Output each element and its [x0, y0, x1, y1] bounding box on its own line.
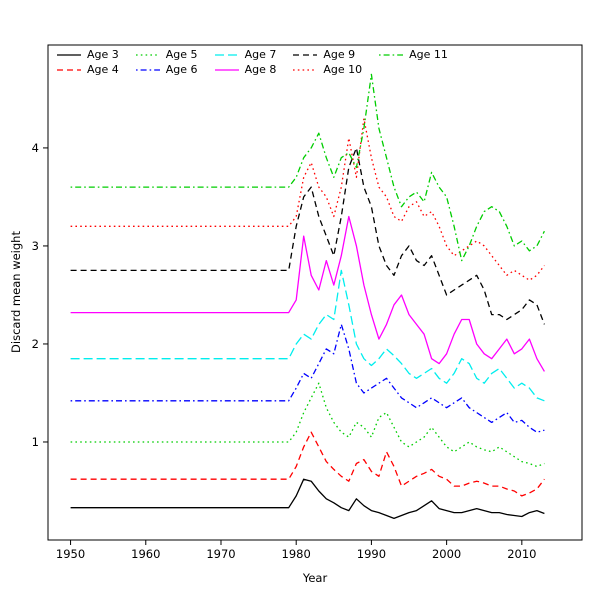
legend-line-sample: [214, 68, 239, 71]
legend-label: Age 10: [323, 63, 363, 76]
series-line-age-7: [70, 269, 545, 402]
y-tick-label: 4: [32, 141, 39, 155]
legend-label: Age 5: [165, 48, 198, 61]
series-line-age-11: [70, 73, 545, 262]
legend-item-age-5: Age 5: [135, 48, 198, 61]
y-tick-label: 1: [32, 435, 39, 449]
legend-item-age-6: Age 6: [135, 63, 198, 76]
x-tick-label: 1980: [282, 547, 311, 561]
y-tick-label: 2: [32, 337, 39, 351]
legend-line-sample: [135, 68, 160, 71]
legend-label: Age 7: [244, 48, 277, 61]
legend-item-age-3: Age 3: [56, 48, 119, 61]
series-line-age-10: [70, 117, 545, 281]
x-axis-label: Year: [302, 571, 328, 585]
legend-line-sample: [293, 68, 318, 71]
x-tick-label: 2000: [432, 547, 461, 561]
plot-box: [47, 44, 583, 541]
x-tick-label: 1990: [357, 547, 386, 561]
legend-line-sample: [214, 53, 239, 56]
series-line-age-6: [70, 323, 545, 433]
legend-line-sample: [379, 53, 404, 56]
legend-item-age-9: Age 9: [292, 48, 362, 61]
legend-label: Age 11: [409, 48, 448, 61]
x-tick-label: 1970: [206, 547, 235, 561]
legend-label: Age 3: [87, 48, 119, 61]
legend-item-age-4: Age 4: [56, 63, 119, 76]
y-axis-label: Discard mean weight: [9, 231, 23, 353]
series-line-age-8: [70, 215, 545, 372]
series-line-age-3: [70, 478, 545, 520]
legend-item-age-7: Age 7: [214, 48, 277, 61]
legend-label: Age 9: [323, 48, 356, 61]
legend-line-sample: [135, 53, 160, 56]
legend-label: Age 4: [87, 63, 119, 76]
legend-item-age-8: Age 8: [214, 63, 277, 76]
legend-item-age-10: Age 10: [292, 63, 362, 76]
x-tick-label: 2010: [507, 547, 536, 561]
y-tick-label: 3: [32, 239, 39, 253]
legend-line-sample: [57, 68, 81, 71]
x-tick-label: 1950: [56, 547, 85, 561]
x-tick-label: 1960: [131, 547, 160, 561]
legend-item-age-11: Age 11: [378, 48, 448, 61]
legend-label: Age 8: [244, 63, 277, 76]
legend-label: Age 6: [165, 63, 198, 76]
legend-line-sample: [57, 53, 81, 56]
series-line-age-4: [70, 431, 545, 497]
legend-line-sample: [293, 53, 318, 56]
legend: Age 3 Age 4 Age 5 Age 6 Age 7 Age 8 Age 9 Age 1…: [56, 47, 448, 77]
series-line-age-5: [70, 382, 545, 468]
